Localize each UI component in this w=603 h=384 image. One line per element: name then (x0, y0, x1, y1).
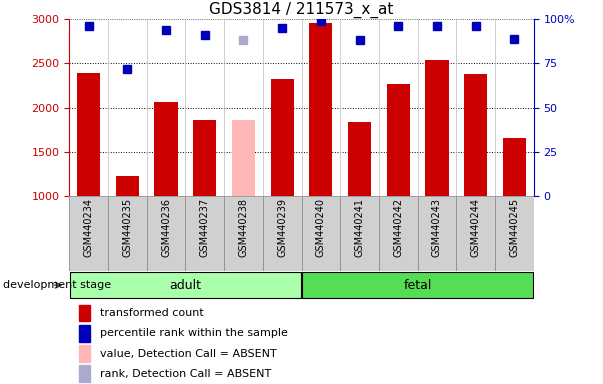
Text: GSM440245: GSM440245 (510, 198, 519, 257)
Bar (387, 84, 410, 196)
Text: GSM440242: GSM440242 (393, 198, 403, 257)
Bar (425, 60, 449, 196)
Text: GSM440235: GSM440235 (122, 198, 133, 257)
Text: fetal: fetal (403, 279, 432, 291)
Bar (503, 139, 526, 196)
Text: GSM440243: GSM440243 (432, 198, 442, 257)
Text: GSM440241: GSM440241 (355, 198, 365, 257)
Bar (340, 196, 379, 271)
Bar (69, 196, 108, 271)
Bar (78, 366, 90, 382)
Text: GSM440239: GSM440239 (277, 198, 287, 257)
Text: percentile rank within the sample: percentile rank within the sample (99, 328, 288, 338)
Text: GSM440237: GSM440237 (200, 198, 210, 257)
Bar (464, 74, 487, 196)
Bar (417, 196, 456, 271)
Text: development stage: development stage (3, 280, 111, 290)
Text: GSM440236: GSM440236 (161, 198, 171, 257)
Bar (309, 23, 332, 196)
Text: rank, Detection Call = ABSENT: rank, Detection Call = ABSENT (99, 369, 271, 379)
Text: GSM440244: GSM440244 (470, 198, 481, 257)
Bar (77, 73, 100, 196)
Text: GSM440240: GSM440240 (316, 198, 326, 257)
Bar (224, 196, 263, 271)
Text: value, Detection Call = ABSENT: value, Detection Call = ABSENT (99, 349, 276, 359)
Bar (70, 272, 301, 298)
Bar (232, 120, 255, 196)
Text: adult: adult (169, 279, 201, 291)
Bar (348, 122, 371, 196)
Bar (186, 196, 224, 271)
Bar (302, 196, 340, 271)
Bar (302, 272, 533, 298)
Bar (495, 196, 534, 271)
Bar (78, 345, 90, 362)
Bar (147, 196, 186, 271)
Bar (78, 305, 90, 321)
Bar (456, 196, 495, 271)
Bar (116, 176, 139, 196)
Text: GSM440234: GSM440234 (84, 198, 93, 257)
Text: transformed count: transformed count (99, 308, 203, 318)
Bar (271, 79, 294, 196)
Text: GSM440238: GSM440238 (238, 198, 248, 257)
Bar (379, 196, 417, 271)
Bar (78, 325, 90, 342)
Bar (263, 196, 302, 271)
Title: GDS3814 / 211573_x_at: GDS3814 / 211573_x_at (209, 2, 394, 18)
Bar (154, 102, 178, 196)
Bar (108, 196, 147, 271)
Bar (193, 120, 216, 196)
